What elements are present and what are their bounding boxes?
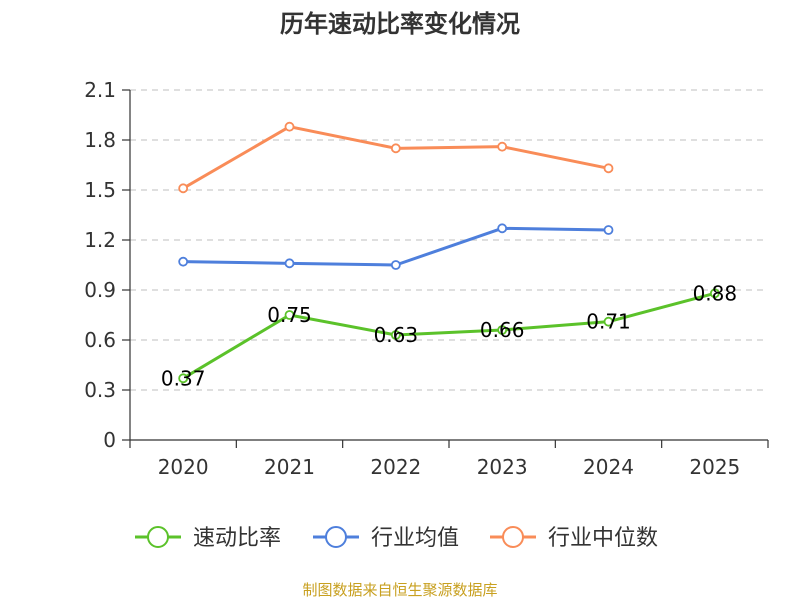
x-tick-label: 2021 [264,455,315,479]
data-point [284,121,295,132]
data-label: 0.71 [586,310,631,334]
data-label: 0.88 [693,281,738,305]
data-point [284,258,295,269]
data-label: 0.63 [374,323,419,347]
data-point [178,256,189,267]
series-line [183,226,609,267]
legend-item-0[interactable]: 速动比率 [135,526,281,551]
series-line [182,291,716,380]
legend-label: 速动比率 [193,526,281,551]
data-label: 0.75 [267,303,312,327]
legend-marker [325,526,347,548]
data-point [603,316,614,327]
chart-title: 历年速动比率变化情况 [280,10,520,38]
data-point [497,325,508,335]
y-tick-label: 1.2 [84,228,116,252]
series-2 [178,121,614,194]
grid-lines [130,89,768,391]
series-line [182,125,609,190]
data-point [390,330,401,340]
legend-label: 行业中位数 [548,526,658,551]
y-tick-label: 0 [103,428,116,452]
data-point [603,225,614,235]
legend-label: 行业均值 [371,526,459,551]
x-tick-label: 2024 [583,455,634,479]
series-layer [178,121,720,384]
y-tick-label: 1.5 [84,178,116,202]
legend-item-1[interactable]: 行业均值 [313,526,459,551]
x-tick-label: 2025 [689,455,740,479]
x-tick-label: 2022 [370,455,421,479]
data-point [178,183,189,194]
y-tick-label: 2.1 [84,78,116,102]
data-point [709,288,720,299]
series-0 [178,288,720,384]
data-point [497,141,508,152]
data-point [603,163,614,174]
y-tick-label: 1.8 [84,128,116,152]
data-point [497,223,508,234]
data-label: 0.37 [161,366,206,390]
axes: 0 0.3 0.6 0.9 1.2 1.5 1.8 2.1 2020 2021 2022 2023 20… [84,78,769,479]
x-tick-label: 2020 [158,455,209,479]
data-point [178,373,189,384]
legend-marker [502,526,524,548]
data-label: 0.66 [480,318,525,342]
source-note: 制图数据来自恒生聚源数据库 [302,581,497,599]
legend-item-2[interactable]: 行业中位数 [490,526,658,551]
y-tick-label: 0.9 [84,278,116,302]
data-labels: 0.37 0.75 0.63 0.66 0.71 0.88 [161,281,737,390]
data-point [390,260,401,270]
y-tick-label: 0.3 [84,378,116,402]
y-tick-label: 0.6 [84,328,116,352]
data-point [390,143,401,154]
series-1 [178,223,614,270]
data-point [284,310,295,320]
legend: 速动比率 行业均值 行业中位数 [135,526,658,551]
x-tick-label: 2023 [477,455,528,479]
legend-marker [147,526,169,548]
